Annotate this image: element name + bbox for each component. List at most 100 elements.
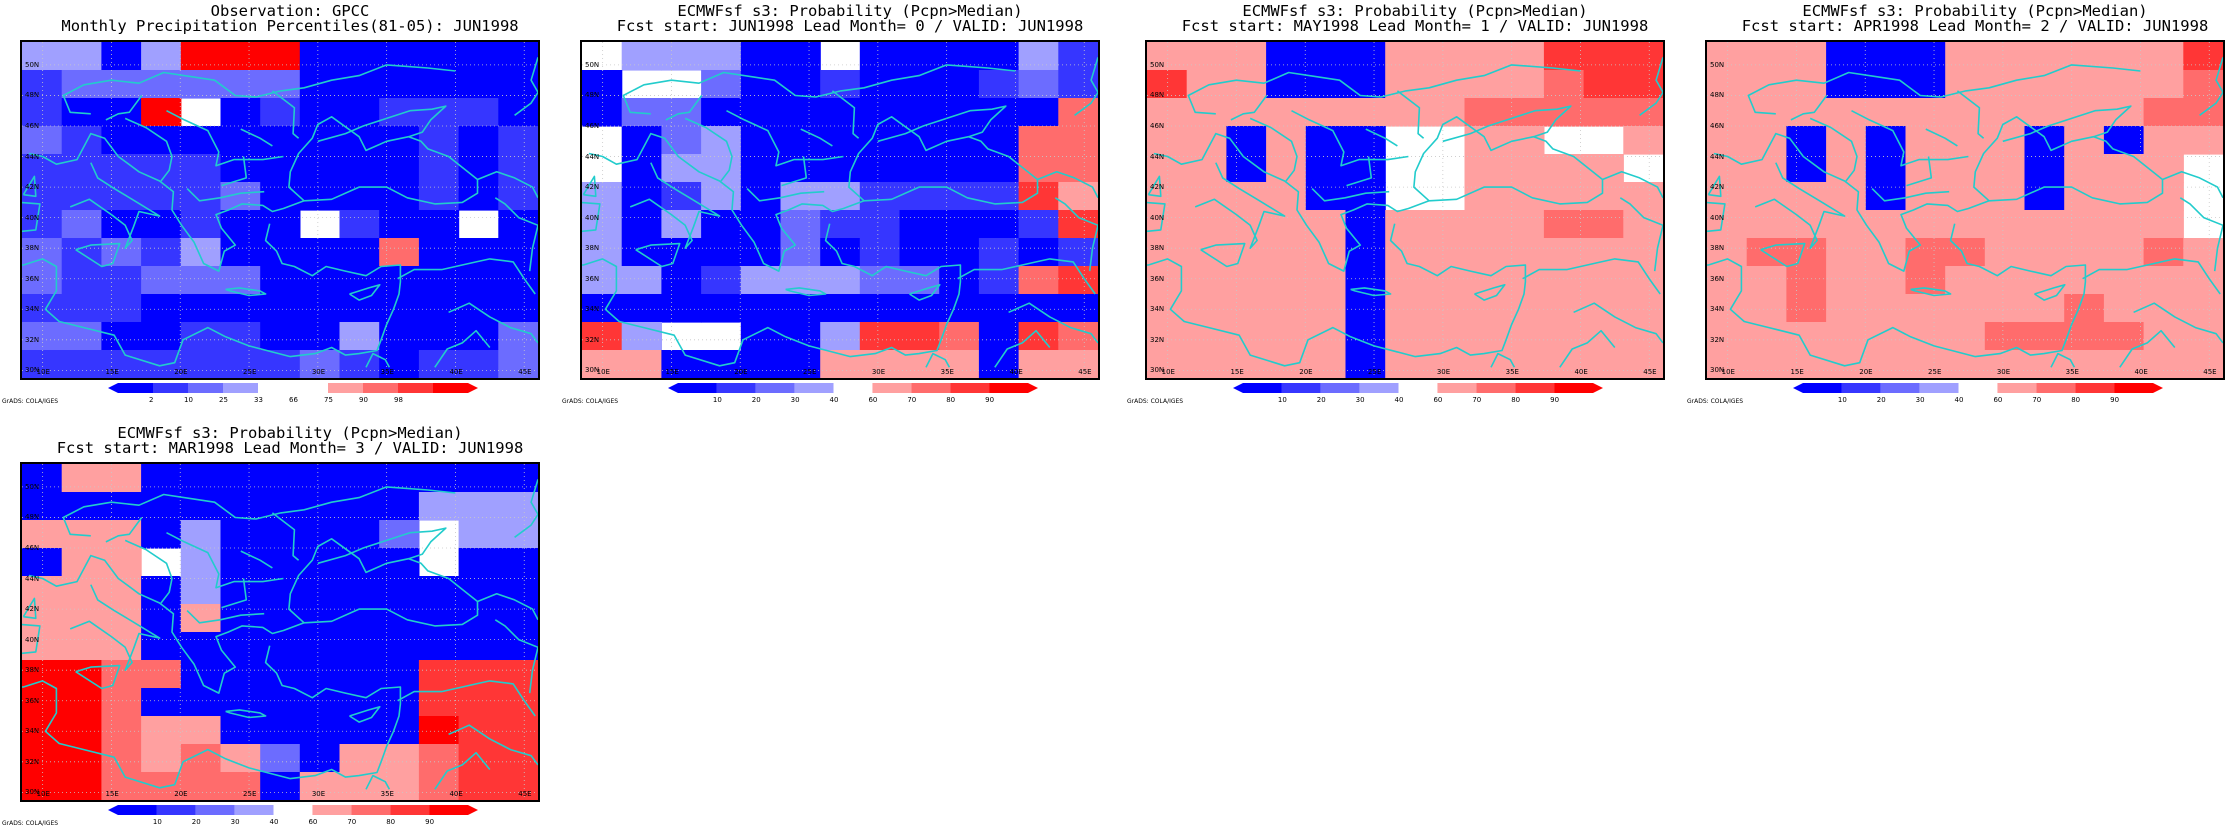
colorbar-swatch: [293, 383, 328, 393]
grid-cell: [1266, 322, 1307, 351]
grid-cell: [1504, 294, 1545, 323]
longitude-label: 15E: [105, 790, 119, 798]
grid-cell: [299, 576, 341, 605]
grid-cell: [1865, 182, 1907, 211]
grid-cell: [1266, 98, 1307, 127]
coastline: [494, 197, 538, 272]
longitude-label: 40E: [449, 790, 463, 798]
colorbar-swatch: [1958, 383, 1998, 393]
grid-cell: [1865, 126, 1907, 155]
grid-cell: [61, 716, 102, 745]
grid-cell: [339, 632, 380, 661]
grid-cell: [220, 322, 261, 351]
grid-cell: [1786, 70, 1827, 99]
grid-cell: [2024, 322, 2065, 351]
grid-cell: [1905, 98, 1946, 127]
map-area: [20, 462, 540, 802]
coastline: [957, 258, 1096, 295]
grid-cell: [141, 294, 182, 323]
grid-cell: [661, 266, 702, 295]
grid-cell: [1018, 70, 1059, 99]
coastline: [1906, 156, 1933, 187]
coastline: [1200, 242, 1246, 268]
coastline: [317, 105, 447, 143]
grid-cell: [1266, 126, 1307, 155]
grid-cell: [740, 322, 782, 351]
grid-cell: [101, 604, 142, 633]
longitude-label: 40E: [2134, 368, 2148, 376]
grid-cell: [1226, 126, 1267, 155]
grid-cell: [621, 266, 662, 295]
colorbar-swatch: [363, 383, 398, 393]
grid-cell: [2143, 322, 2184, 351]
grid-cell: [1623, 126, 1663, 155]
grid-cell: [1345, 154, 1386, 183]
grid-cell: [2103, 350, 2145, 378]
grid-cell: [379, 772, 420, 800]
grid-cell: [2064, 182, 2105, 211]
grid-cell: [2064, 126, 2105, 155]
coastline: [781, 156, 808, 187]
coastline: [397, 680, 536, 717]
grid-cell: [418, 716, 460, 745]
latitude-label: 38N: [585, 244, 600, 253]
coastline: [221, 156, 248, 187]
grid-cell: [339, 604, 380, 633]
latitude-label: 34N: [25, 305, 40, 314]
grid-cell: [1305, 42, 1347, 71]
grid-cell: [1305, 294, 1347, 323]
colorbar: [108, 805, 478, 815]
grid-cell: [260, 238, 301, 267]
grid-cell: [1945, 182, 1986, 211]
grid-cell: [939, 294, 980, 323]
grid-cell: [1746, 210, 1787, 239]
colorbar-label: 90: [1550, 396, 1560, 404]
latitude-label: 32N: [1150, 335, 1165, 344]
grid-cell: [2064, 350, 2105, 378]
grid-cell: [1385, 210, 1426, 239]
grid-cell: [339, 716, 380, 745]
grid-cell: [1058, 210, 1098, 239]
grid-cell: [859, 70, 901, 99]
longitude-label: 25E: [1368, 368, 1382, 376]
colorbar-label: 33: [254, 396, 263, 404]
latitude-label: 30N: [1150, 366, 1165, 375]
panel-subtitle: Monthly Precipitation Percentiles(81-05)…: [61, 17, 519, 35]
grid-cell: [101, 210, 142, 239]
grid-cell: [180, 126, 222, 155]
grid-cell: [61, 464, 102, 493]
grid-cell: [61, 70, 102, 99]
grid-cell: [141, 98, 182, 127]
colorbar-swatch: [1398, 383, 1438, 393]
grid-cell: [220, 464, 261, 493]
grid-cell: [780, 322, 821, 351]
coastline: [186, 610, 265, 624]
latitude-label: 46N: [585, 122, 600, 130]
grid-cell: [661, 238, 702, 267]
grid-cell: [1305, 70, 1347, 99]
grid-cell: [180, 660, 222, 689]
coastline: [1707, 201, 1726, 233]
grid-cell: [22, 772, 63, 800]
coastline: [1074, 57, 1098, 116]
coastline: [1153, 116, 1604, 272]
grid-cell: [1305, 350, 1347, 378]
grid-cell: [701, 154, 742, 183]
grid-cell: [418, 126, 460, 155]
grid-cell: [498, 294, 538, 323]
grid-cell: [1147, 350, 1188, 378]
grid-cell: [61, 604, 102, 633]
grid-cell: [260, 266, 301, 295]
grid-cell: [2143, 266, 2184, 295]
grid-cell: [1385, 266, 1426, 295]
coastline: [124, 539, 173, 604]
map-panel: ECMWFsf s3: Probability (Pcpn>Median) Fcs…: [2, 422, 560, 840]
coastline: [317, 527, 447, 565]
grid-cell: [260, 322, 301, 351]
grid-cell: [379, 548, 420, 577]
grid-cell: [61, 154, 102, 183]
grid-cell: [379, 576, 420, 605]
grid-cell: [1266, 154, 1307, 183]
longitude-label: 30E: [1996, 368, 2011, 376]
grid-cell: [939, 126, 980, 155]
